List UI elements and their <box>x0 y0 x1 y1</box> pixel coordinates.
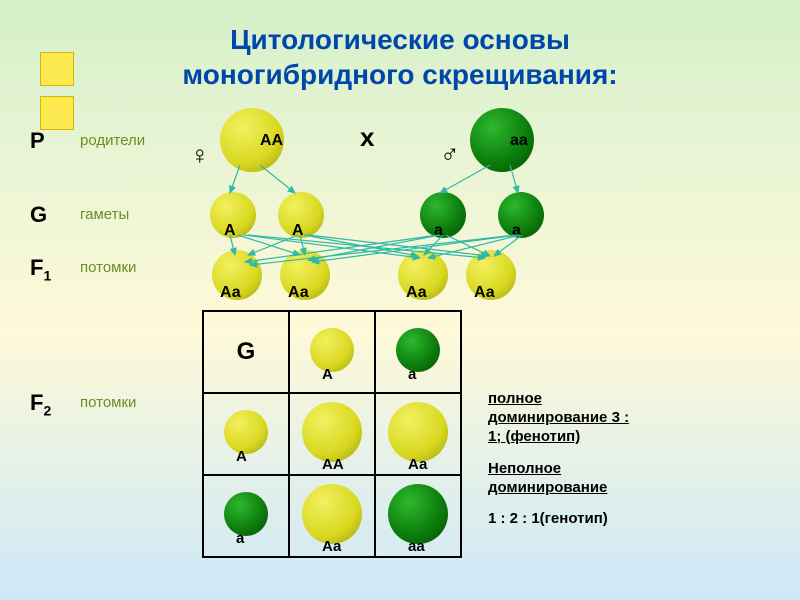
punnett-td-1-1: аа <box>375 475 461 557</box>
punnett-row-0: А <box>224 410 268 454</box>
punnett-row-1-label: а <box>236 530 244 547</box>
punnett-td-0-1: Аа <box>375 393 461 475</box>
punnett-cell-1-0-label: Аа <box>322 538 341 555</box>
row-desc-F1: потомки <box>80 259 136 276</box>
note-dominance-incomplete: Неполноедоминирование <box>488 460 607 498</box>
punnett-square: GАаААААааАааа <box>202 310 462 558</box>
row-label-P: P <box>30 128 45 154</box>
gamete-1: А <box>278 192 324 238</box>
punnett-cell-0-1: Аа <box>388 402 448 462</box>
gamete-1-label: А <box>292 222 304 240</box>
row-label-F1: F1 <box>30 255 51 283</box>
f1-offspring-0-label: Аа <box>220 284 241 302</box>
parent-female-label: АА <box>260 132 283 150</box>
note-ratio: 1 : 2 : 1(генотип) <box>488 510 608 529</box>
gamete-3: а <box>498 192 544 238</box>
punnett-cell-0-0-label: АА <box>322 456 344 473</box>
punnett-colhead-1: а <box>375 311 461 393</box>
f1-offspring-1-label: Аа <box>288 284 309 302</box>
punnett-cell-1-1: аа <box>388 484 448 544</box>
page-title: Цитологические основы моногибридного скр… <box>0 22 800 92</box>
punnett-colhead-0: А <box>289 311 375 393</box>
punnett-col-0: А <box>310 328 354 372</box>
punnett-cell-1-1-label: аа <box>408 538 425 555</box>
f1-offspring-2-label: Аа <box>406 284 427 302</box>
f1-offspring-3: Аа <box>466 250 516 300</box>
gamete-2: а <box>420 192 466 238</box>
punnett-cell-0-1-label: Аа <box>408 456 427 473</box>
cross-symbol: x <box>360 122 374 153</box>
punnett-cell-1-0: Аа <box>302 484 362 544</box>
punnett-col-1: а <box>396 328 440 372</box>
row-desc-F2: потомки <box>80 394 136 411</box>
punnett-header-corner: G <box>203 311 289 393</box>
female-symbol: ♀ <box>190 140 210 171</box>
parent-female: АА <box>220 108 284 172</box>
decor-square <box>40 96 74 130</box>
f1-offspring-3-label: Аа <box>474 284 495 302</box>
row-desc-P: родители <box>80 132 145 149</box>
punnett-col-0-label: А <box>322 366 333 383</box>
f1-offspring-0: Аа <box>212 250 262 300</box>
title-line1: Цитологические основы <box>230 24 570 55</box>
punnett-td-1-0: Аа <box>289 475 375 557</box>
punnett-row-1: а <box>224 492 268 536</box>
parent-male: аа <box>470 108 534 172</box>
punnett-td-0-0: АА <box>289 393 375 475</box>
male-symbol: ♂ <box>440 138 460 169</box>
gamete-0: А <box>210 192 256 238</box>
punnett-rowhead-0: А <box>203 393 289 475</box>
gamete-2-label: а <box>434 222 443 240</box>
note-dominance-full: полноедоминирование 3 :1; (фенотип) <box>488 390 629 446</box>
punnett-rowhead-1: а <box>203 475 289 557</box>
row-desc-G: гаметы <box>80 206 129 223</box>
row-label-F2: F2 <box>30 390 51 418</box>
decor-square <box>40 52 74 86</box>
punnett-cell-0-0: АА <box>302 402 362 462</box>
f1-offspring-1: Аа <box>280 250 330 300</box>
parent-male-label: аа <box>510 132 528 150</box>
title-line2: моногибридного скрещивания: <box>182 59 617 90</box>
row-label-G: G <box>30 202 47 228</box>
punnett-col-1-label: а <box>408 366 416 383</box>
punnett-row-0-label: А <box>236 448 247 465</box>
gamete-3-label: а <box>512 222 521 240</box>
gamete-0-label: А <box>224 222 236 240</box>
f1-offspring-2: Аа <box>398 250 448 300</box>
